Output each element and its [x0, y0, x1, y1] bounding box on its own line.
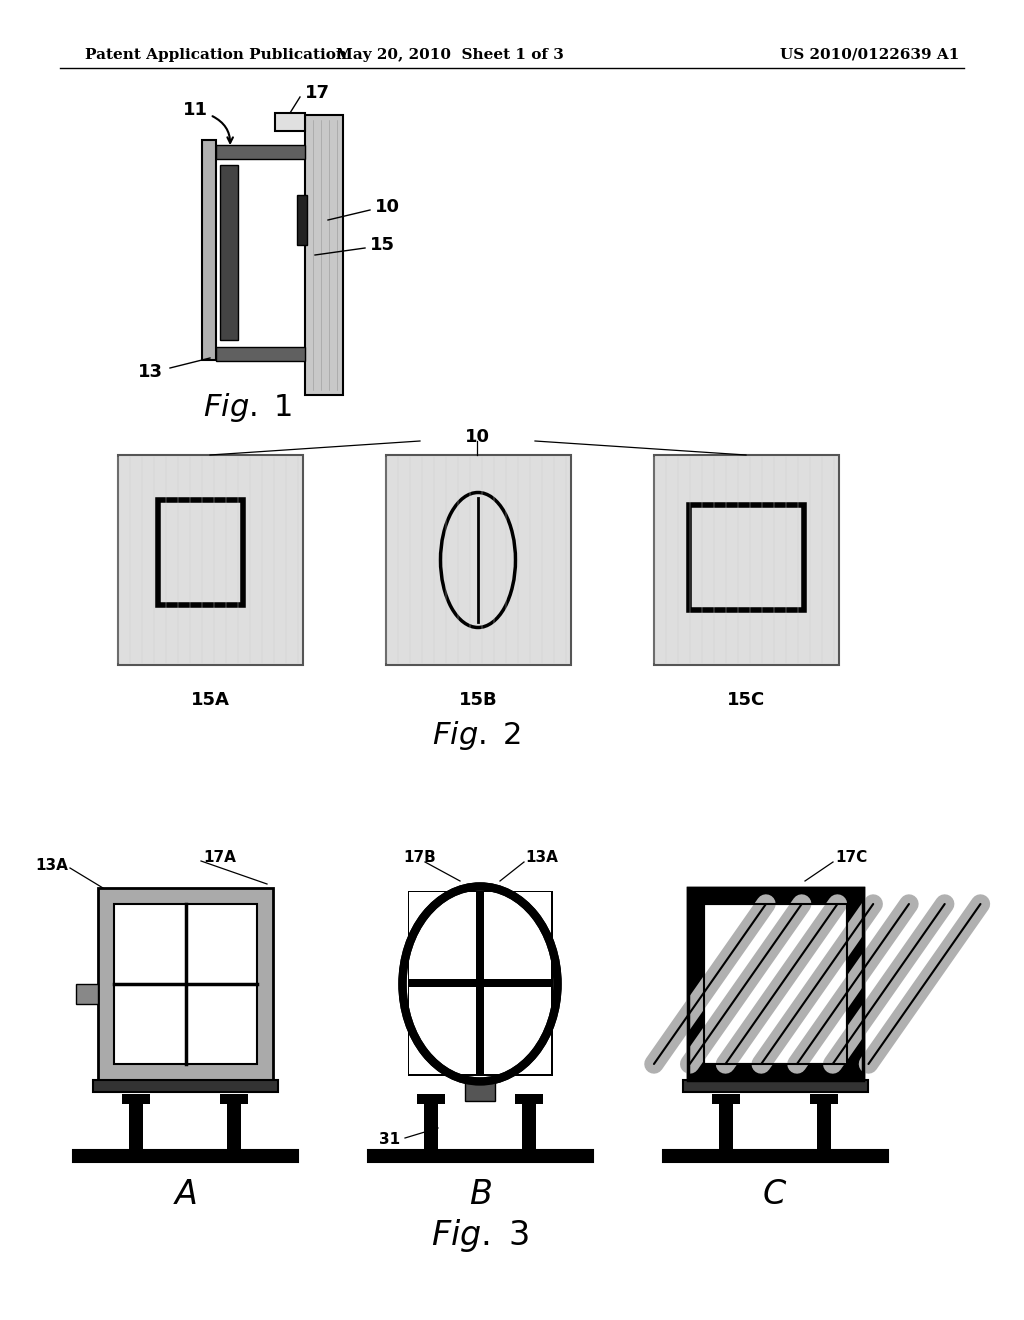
Bar	[683, 1080, 868, 1092]
Text: 17A: 17A	[203, 850, 236, 866]
Bar	[118, 455, 303, 665]
Bar	[158, 500, 243, 605]
Bar	[522, 1094, 536, 1160]
Text: $\mathit{Fig.\ 2}$: $\mathit{Fig.\ 2}$	[432, 718, 521, 751]
Text: May 20, 2010  Sheet 1 of 3: May 20, 2010 Sheet 1 of 3	[336, 48, 564, 62]
Bar	[515, 1094, 543, 1104]
Text: 13A: 13A	[525, 850, 558, 866]
Text: 15: 15	[370, 236, 395, 253]
Text: 13: 13	[138, 363, 163, 381]
Bar	[688, 888, 863, 1080]
Bar	[424, 1094, 438, 1160]
Bar	[817, 1094, 831, 1160]
Bar	[216, 347, 305, 360]
Text: 17B: 17B	[403, 850, 436, 866]
Text: 17: 17	[305, 84, 330, 102]
Text: Patent Application Publication: Patent Application Publication	[85, 48, 347, 62]
Bar	[706, 1150, 746, 1160]
Bar	[484, 987, 551, 1074]
Bar	[202, 140, 216, 360]
Bar	[465, 1081, 495, 1101]
Bar	[654, 455, 839, 665]
Text: 11: 11	[182, 102, 208, 119]
Bar	[386, 455, 571, 665]
Text: $\mathit{A}$: $\mathit{A}$	[173, 1179, 198, 1210]
Bar	[305, 115, 343, 395]
Text: 15B: 15B	[459, 690, 498, 709]
Bar	[98, 888, 273, 1080]
Bar	[712, 1094, 740, 1104]
Bar	[484, 892, 551, 979]
Bar	[409, 987, 476, 1074]
Bar	[810, 1094, 838, 1104]
Text: US 2010/0122639 A1: US 2010/0122639 A1	[780, 48, 959, 62]
Text: $\mathit{C}$: $\mathit{C}$	[763, 1179, 787, 1210]
Text: 10: 10	[375, 198, 400, 216]
Text: 13A: 13A	[35, 858, 68, 874]
Bar	[297, 195, 307, 246]
Text: 31: 31	[379, 1133, 400, 1147]
Bar	[220, 1094, 248, 1104]
Text: 17C: 17C	[835, 850, 867, 866]
Bar	[122, 1094, 150, 1104]
Bar	[129, 1094, 143, 1160]
Bar	[409, 892, 476, 979]
Text: 10: 10	[465, 428, 489, 446]
Bar	[804, 1150, 844, 1160]
Bar	[214, 1150, 254, 1160]
Bar	[509, 1150, 549, 1160]
Bar	[216, 145, 305, 158]
Text: 15C: 15C	[727, 690, 765, 709]
Bar	[227, 1094, 241, 1160]
Bar	[719, 1094, 733, 1160]
Text: 15A: 15A	[190, 690, 229, 709]
Bar	[220, 165, 238, 341]
Bar	[73, 1150, 298, 1162]
Text: $\mathit{B}$: $\mathit{B}$	[469, 1179, 492, 1210]
Bar	[408, 891, 553, 1076]
Bar	[688, 888, 863, 1080]
Bar	[275, 114, 305, 131]
Bar	[411, 1150, 451, 1160]
Bar	[417, 1094, 445, 1104]
Bar	[689, 506, 804, 610]
Bar	[368, 1150, 593, 1162]
Bar	[705, 904, 847, 1064]
Text: $\mathit{Fig.\ 1}$: $\mathit{Fig.\ 1}$	[204, 392, 293, 425]
Bar	[76, 983, 98, 1003]
Bar	[705, 904, 847, 1064]
Bar	[93, 1080, 278, 1092]
Bar	[663, 1150, 888, 1162]
Text: $\mathit{Fig.\ 3}$: $\mathit{Fig.\ 3}$	[431, 1217, 529, 1254]
Bar	[116, 1150, 156, 1160]
Bar	[114, 904, 257, 1064]
